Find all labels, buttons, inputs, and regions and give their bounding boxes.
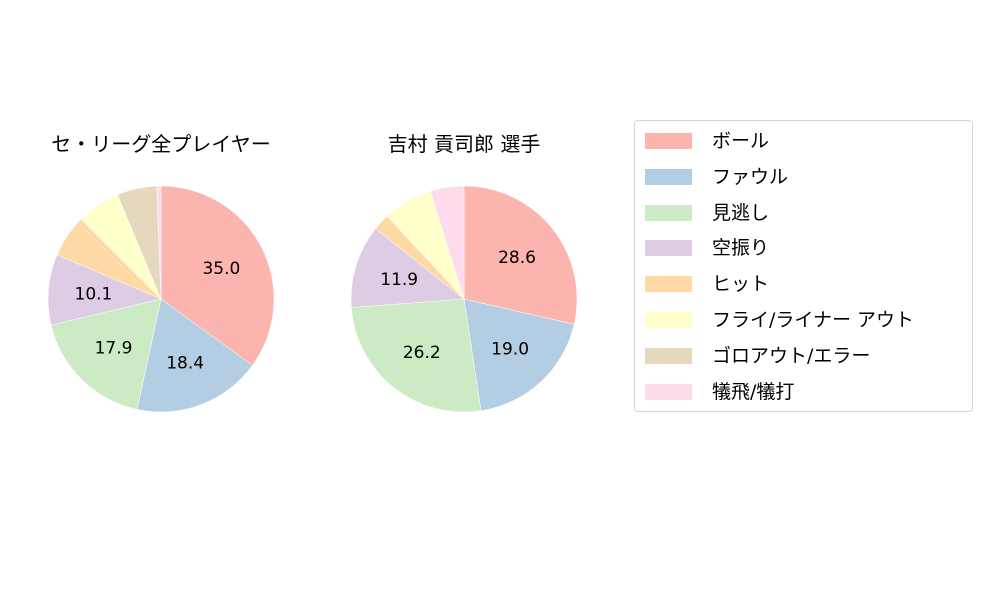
legend-label: フライ/ライナー アウト (712, 309, 915, 331)
left-chart-title: セ・リーグ全プレイヤー (51, 132, 271, 156)
pie-slice (50, 298, 162, 410)
right-chart-title: 吉村 貢司郎 選手 (387, 132, 541, 156)
legend-label: ヒット (712, 273, 770, 296)
legend-swatch (645, 204, 692, 221)
legend-swatch (645, 133, 692, 149)
pie-slice (463, 185, 578, 325)
legend-swatch (645, 383, 692, 400)
slice-label: 19.0 (491, 340, 529, 360)
legend-swatch (645, 347, 692, 364)
slice-label: 11.9 (380, 270, 418, 290)
pie-slice (136, 298, 253, 413)
slice-label: 28.6 (498, 248, 536, 268)
legend-swatch (645, 276, 692, 293)
pie-slice (430, 185, 465, 300)
legend: ボールファウル見逃し空振りヒットフライ/ライナー アウト ゴロアウト/エラー 犠飛/… (634, 120, 973, 412)
slice-label: 26.2 (403, 343, 441, 363)
legend-swatch (645, 312, 692, 328)
legend-label: 空振り (712, 237, 770, 260)
pie-slice (463, 298, 575, 412)
pie-slice (350, 228, 465, 308)
pie-slice (351, 298, 482, 413)
legend-label: 見逃し (712, 201, 770, 224)
league-pie-chart: 35.0 18.4 17.9 10.1 (47, 185, 275, 413)
slice-label: 17.9 (95, 338, 133, 358)
legend-label: ゴロアウト/エラー (712, 344, 871, 367)
slice-label: 35.0 (202, 259, 240, 279)
slice-label: 18.4 (166, 353, 204, 373)
legend-swatch (645, 168, 692, 185)
player-pie-chart: 28.6 19.0 26.2 11.9 (350, 185, 578, 413)
pie-slice (156, 185, 162, 300)
pie-slice (160, 185, 275, 366)
legend-label: ファウル (712, 165, 789, 188)
pie-slice (47, 254, 162, 326)
legend-swatch (645, 240, 692, 257)
legend-label: ボール (712, 130, 770, 152)
legend-label: 犠飛/犠打 (712, 380, 795, 403)
slice-label: 10.1 (75, 284, 113, 304)
